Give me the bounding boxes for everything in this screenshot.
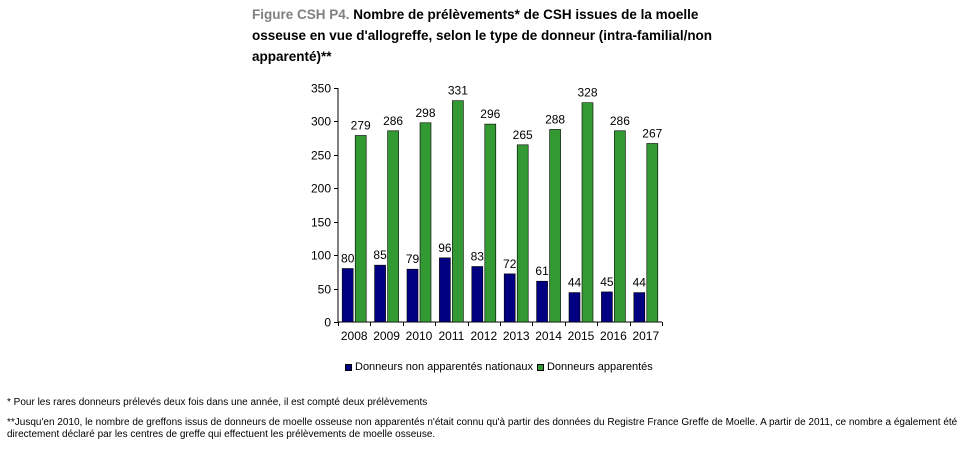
data-label-non-apparentes: 79 [406, 252, 420, 266]
footnote-2: **Jusqu'en 2010, le nombre de greffons i… [7, 417, 958, 440]
data-label-apparentes: 288 [545, 112, 565, 126]
y-tick-label: 150 [311, 216, 331, 230]
bar-apparentes [419, 122, 432, 323]
data-label-apparentes: 296 [480, 107, 500, 121]
y-tick-label: 100 [311, 249, 331, 263]
legend-label-series-2: Donneurs apparentés [546, 361, 653, 373]
bar-non-apparentes [471, 266, 484, 323]
footnotes: * Pour les rares donneurs prélevés deux … [7, 397, 967, 449]
data-label-apparentes: 298 [415, 106, 435, 120]
chart-legend: Donneurs non apparentés nationaux Donneu… [345, 361, 653, 373]
figure-caption: Nombre de prélèvements* de CSH issues de… [252, 7, 713, 64]
bar-apparentes [614, 130, 626, 323]
data-label-non-apparentes: 96 [438, 241, 452, 255]
x-tick-label: 2008 [341, 329, 368, 343]
data-label-apparentes: 328 [577, 86, 597, 100]
y-tick-label: 350 [311, 82, 331, 96]
data-label-non-apparentes: 44 [633, 276, 647, 290]
x-tick-label: 2012 [470, 329, 497, 343]
x-tick-label: 2011 [438, 329, 464, 343]
x-tick-label: 2016 [600, 329, 627, 343]
bar-non-apparentes [536, 280, 548, 323]
x-tick-label: 2013 [503, 329, 530, 343]
data-label-apparentes: 279 [351, 118, 371, 132]
data-label-non-apparentes: 83 [471, 250, 485, 264]
bar-non-apparentes [601, 291, 613, 323]
bar-apparentes [452, 100, 464, 323]
legend-label-series-1: Donneurs non apparentés nationaux [355, 361, 533, 373]
y-tick-label: 0 [324, 316, 331, 330]
x-tick-label: 2010 [406, 329, 433, 343]
data-label-apparentes: 331 [448, 84, 468, 98]
footnote-1: * Pour les rares donneurs prélevés deux … [7, 397, 428, 408]
x-tick-label: 2009 [373, 329, 400, 343]
bar-apparentes [516, 144, 529, 323]
bar-non-apparentes [439, 257, 451, 323]
bar-apparentes [646, 143, 659, 323]
chart-title: Figure CSH P4. Nombre de prélèvements* d… [252, 4, 732, 67]
bar-non-apparentes [633, 292, 646, 323]
legend-swatch-series-1 [345, 363, 352, 371]
x-tick-label: 2017 [632, 329, 659, 343]
bar-chart: 0 50 100 150 200 250 300 350 80 279 2008 85 286 2009 7… [311, 82, 663, 343]
bar-non-apparentes [341, 268, 354, 323]
bar-non-apparentes [374, 264, 386, 323]
data-label-non-apparentes: 44 [568, 276, 582, 290]
bar-apparentes [354, 135, 367, 323]
legend-item-series-1: Donneurs non apparentés nationaux [345, 361, 533, 373]
data-label-non-apparentes: 72 [503, 257, 517, 271]
data-label-apparentes: 265 [513, 128, 533, 142]
y-tick-label: 200 [311, 182, 331, 196]
bar-apparentes [484, 123, 497, 323]
y-tick-label: 300 [311, 115, 331, 129]
data-label-non-apparentes: 85 [373, 248, 387, 262]
data-label-non-apparentes: 45 [600, 275, 614, 289]
bar-apparentes [387, 130, 399, 323]
data-label-apparentes: 286 [610, 114, 630, 128]
data-label-apparentes: 286 [383, 114, 403, 128]
y-tick-label: 50 [318, 283, 332, 297]
bar-non-apparentes [406, 268, 419, 323]
bar-non-apparentes [568, 292, 581, 323]
bar-non-apparentes [503, 273, 516, 323]
data-label-non-apparentes: 61 [535, 264, 549, 278]
bar-apparentes [581, 102, 594, 323]
figure-number: Figure CSH P4. [252, 7, 350, 22]
legend-item-series-2: Donneurs apparentés [536, 361, 653, 373]
y-tick-label: 250 [311, 149, 331, 163]
bar-apparentes [549, 129, 561, 323]
x-tick-label: 2014 [535, 329, 562, 343]
x-tick-label: 2015 [568, 329, 595, 343]
data-label-non-apparentes: 80 [341, 252, 355, 266]
data-label-apparentes: 267 [642, 126, 662, 140]
legend-swatch-series-2 [536, 363, 544, 371]
